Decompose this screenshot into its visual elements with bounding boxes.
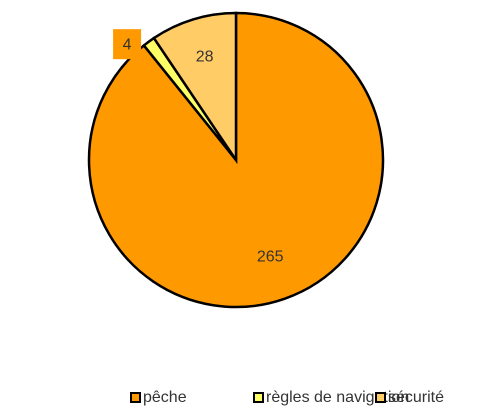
data-label: 265 [257, 248, 284, 265]
data-label: 28 [196, 49, 214, 66]
legend-marker [375, 392, 386, 403]
data-label-box [113, 29, 142, 60]
legend-marker [130, 392, 141, 403]
legend-label: sécurité [388, 389, 444, 406]
legend-marker [253, 392, 264, 403]
legend-label: pêche [143, 389, 187, 406]
pie-slice [152, 11, 238, 165]
data-label: 4 [123, 36, 132, 53]
legend-label: règles de navigation [266, 389, 409, 406]
